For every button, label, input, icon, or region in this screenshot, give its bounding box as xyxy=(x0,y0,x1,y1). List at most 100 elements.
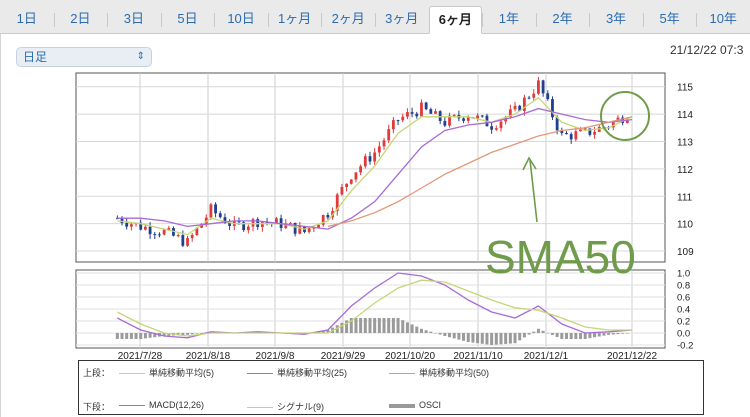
osci-bar xyxy=(602,333,606,336)
candle-body xyxy=(583,128,587,130)
tab-10[interactable]: 2年 xyxy=(552,11,573,26)
candle-body xyxy=(181,235,185,246)
legend-item: 単純移動平均(25) xyxy=(247,366,347,378)
osci-bar xyxy=(522,333,526,338)
osci-bar xyxy=(480,333,484,344)
x-tick-label: 2021/9/8 xyxy=(256,351,295,362)
candle-body xyxy=(401,116,405,121)
osci-bar xyxy=(579,333,583,339)
candle-body xyxy=(125,222,129,227)
y-tick-label-lower: -0.2 xyxy=(677,341,693,352)
tab-separator xyxy=(107,13,109,27)
osci-bar xyxy=(326,330,330,333)
tab-separator xyxy=(535,13,537,27)
tab-12[interactable]: 5年 xyxy=(659,11,680,26)
candle-period-select[interactable]: 日足 ⇕ xyxy=(16,47,152,67)
candle-body xyxy=(354,172,358,180)
highlight-circle xyxy=(600,91,650,141)
osci-bar xyxy=(181,333,185,336)
candle-body xyxy=(129,224,133,227)
candle-body xyxy=(625,120,629,123)
osci-bar xyxy=(504,333,508,344)
tab-8[interactable]: 6ヶ月 xyxy=(428,6,483,34)
osci-bar xyxy=(438,333,442,335)
legend-item: 単純移動平均(5) xyxy=(119,366,214,378)
osci-bar xyxy=(391,318,395,333)
candle-body xyxy=(522,97,526,111)
candle-body xyxy=(298,226,302,234)
osci-bar xyxy=(359,318,363,333)
candle-body xyxy=(443,120,447,126)
candle-body xyxy=(321,215,325,225)
candle-body xyxy=(532,93,536,98)
osci-bar xyxy=(429,331,433,333)
y-tick-label-upper: 110 xyxy=(677,220,693,231)
x-tick-label: 2021/11/10 xyxy=(453,351,503,362)
osci-bar xyxy=(443,333,447,336)
candle-body xyxy=(513,105,517,110)
osci-bar xyxy=(143,333,147,339)
tab-3[interactable]: 5日 xyxy=(177,11,198,26)
candle-body xyxy=(293,222,297,234)
ma-line-1 xyxy=(117,107,633,230)
candle-body xyxy=(167,228,171,230)
candle-body xyxy=(256,219,260,227)
osci-bar xyxy=(382,318,386,333)
chart-panel xyxy=(0,34,750,417)
osci-bar xyxy=(499,333,503,345)
tab-13[interactable]: 10年 xyxy=(709,11,737,26)
candle-body xyxy=(317,224,320,228)
osci-bar xyxy=(583,333,587,339)
tab-separator xyxy=(160,13,162,27)
legend-item-label: OSCI xyxy=(419,400,442,410)
candle-body xyxy=(218,213,222,218)
osci-bar xyxy=(321,330,325,333)
legend-item: シグナル(9) xyxy=(247,400,324,412)
osci-bar xyxy=(167,333,171,336)
tab-1[interactable]: 2日 xyxy=(70,11,91,26)
candle-body xyxy=(209,204,213,218)
x-tick-label: 2021/10/20 xyxy=(385,351,435,362)
candle-body xyxy=(438,111,442,121)
tab-2[interactable]: 3日 xyxy=(123,11,145,26)
osci-bar xyxy=(424,330,428,333)
tab-11[interactable]: 3年 xyxy=(605,11,627,26)
tab-5[interactable]: 1ヶ月 xyxy=(278,11,312,26)
osci-bar xyxy=(564,333,568,339)
legend-swatch xyxy=(119,373,145,375)
y-tick-label-upper: 114 xyxy=(677,110,693,121)
tab-6[interactable]: 2ヶ月 xyxy=(331,11,365,26)
tab-7[interactable]: 3ヶ月 xyxy=(385,11,419,26)
osci-bar xyxy=(452,333,456,339)
y-tick-label-upper: 112 xyxy=(677,165,693,176)
osci-bar xyxy=(546,332,550,334)
osci-bar xyxy=(340,322,344,333)
osci-bar xyxy=(148,333,152,338)
candle-body xyxy=(368,156,372,162)
candle-body xyxy=(499,121,503,129)
osci-bar xyxy=(363,318,367,333)
osci-bar xyxy=(532,331,536,333)
tab-9[interactable]: 1年 xyxy=(498,11,520,26)
tab-separator xyxy=(589,13,591,27)
tab-0[interactable]: 1日 xyxy=(16,11,37,26)
candle-body xyxy=(377,146,381,153)
osci-bar xyxy=(621,333,625,334)
legend-item-label: 単純移動平均(50) xyxy=(419,368,490,378)
candle-body xyxy=(476,115,479,119)
period-tabs: 1日 2日 3日 5日 10日 1ヶ月 2ヶ月 3ヶ月 6ヶ月 1年 2年 3年 5年 10年 xyxy=(0,0,750,34)
y-tick-label-lower: 0.8 xyxy=(677,281,690,292)
candle-body xyxy=(349,179,353,184)
candle-body xyxy=(363,156,367,167)
candle-body xyxy=(574,131,578,140)
legend-swatch xyxy=(389,403,415,408)
osci-bar xyxy=(466,333,470,342)
candle-body xyxy=(518,105,522,111)
osci-bar xyxy=(410,324,414,333)
legend-swatch xyxy=(247,373,273,375)
candle-body xyxy=(415,113,419,117)
osci-bar xyxy=(162,333,166,336)
tab-4[interactable]: 10日 xyxy=(227,11,255,26)
tab-separator xyxy=(53,13,55,27)
legend-item-label: 単純移動平均(25) xyxy=(277,368,348,378)
